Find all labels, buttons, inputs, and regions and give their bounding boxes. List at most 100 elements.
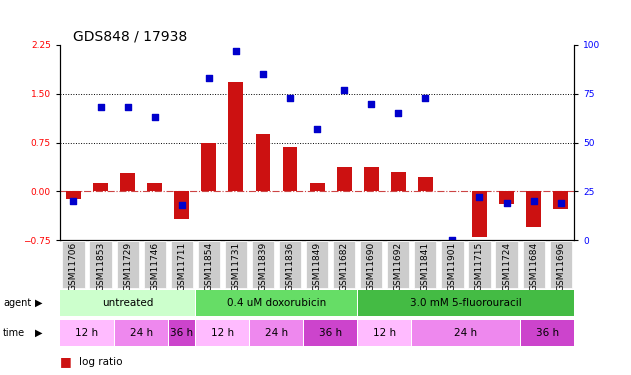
Bar	[283, 147, 297, 191]
Text: GSM11746: GSM11746	[150, 242, 159, 291]
Bar	[337, 166, 351, 191]
Bar	[310, 183, 324, 191]
Text: GSM11839: GSM11839	[259, 242, 268, 291]
Bar	[472, 191, 487, 237]
FancyBboxPatch shape	[115, 320, 168, 346]
FancyBboxPatch shape	[468, 241, 490, 288]
Bar	[93, 183, 108, 191]
FancyBboxPatch shape	[550, 241, 572, 288]
FancyBboxPatch shape	[144, 241, 166, 288]
Text: GSM11690: GSM11690	[367, 242, 375, 291]
FancyBboxPatch shape	[495, 241, 517, 288]
Text: GSM11841: GSM11841	[421, 242, 430, 291]
Text: GSM11854: GSM11854	[204, 242, 213, 291]
Point	[556, 200, 566, 206]
FancyBboxPatch shape	[117, 241, 139, 288]
FancyBboxPatch shape	[412, 320, 519, 346]
Text: GDS848 / 17938: GDS848 / 17938	[73, 29, 187, 43]
Text: agent: agent	[3, 298, 32, 308]
Text: GSM11692: GSM11692	[394, 242, 403, 291]
Text: GSM11715: GSM11715	[475, 242, 484, 291]
Bar	[147, 183, 162, 191]
Bar	[526, 191, 541, 227]
Bar	[499, 191, 514, 204]
FancyBboxPatch shape	[360, 241, 382, 288]
Text: 24 h: 24 h	[454, 328, 478, 338]
Text: 12 h: 12 h	[373, 328, 396, 338]
Text: 3.0 mM 5-fluorouracil: 3.0 mM 5-fluorouracil	[410, 298, 522, 308]
Text: 0.4 uM doxorubicin: 0.4 uM doxorubicin	[227, 298, 326, 308]
Text: 24 h: 24 h	[129, 328, 153, 338]
Text: ▶: ▶	[35, 328, 42, 338]
FancyBboxPatch shape	[306, 241, 328, 288]
FancyBboxPatch shape	[90, 241, 112, 288]
Bar	[228, 82, 244, 191]
Point	[258, 71, 268, 77]
Point	[285, 94, 295, 100]
FancyBboxPatch shape	[61, 320, 114, 346]
Text: GSM11853: GSM11853	[96, 242, 105, 291]
Text: GSM11849: GSM11849	[312, 242, 322, 291]
Point	[339, 87, 349, 93]
FancyBboxPatch shape	[333, 241, 355, 288]
Text: 24 h: 24 h	[265, 328, 288, 338]
Text: GSM11706: GSM11706	[69, 242, 78, 291]
Bar	[553, 191, 568, 210]
FancyBboxPatch shape	[358, 320, 411, 346]
Text: GSM11684: GSM11684	[529, 242, 538, 291]
Text: log ratio: log ratio	[79, 357, 122, 367]
Bar	[201, 142, 216, 191]
Point	[366, 100, 376, 106]
Point	[529, 198, 539, 204]
FancyBboxPatch shape	[196, 290, 357, 316]
FancyBboxPatch shape	[521, 320, 574, 346]
Point	[150, 114, 160, 120]
Text: untreated: untreated	[102, 298, 153, 308]
Text: GSM11836: GSM11836	[285, 242, 295, 291]
FancyBboxPatch shape	[304, 320, 357, 346]
FancyBboxPatch shape	[168, 320, 195, 346]
Point	[475, 194, 485, 200]
Bar	[363, 166, 379, 191]
Text: ■: ■	[60, 356, 72, 368]
FancyBboxPatch shape	[61, 290, 195, 316]
Text: GSM11724: GSM11724	[502, 242, 511, 291]
FancyBboxPatch shape	[522, 241, 545, 288]
Bar	[391, 172, 406, 191]
Point	[204, 75, 214, 81]
Bar	[418, 177, 433, 191]
Point	[393, 110, 403, 116]
Point	[420, 94, 430, 100]
Point	[68, 198, 78, 204]
FancyBboxPatch shape	[196, 320, 249, 346]
Text: 12 h: 12 h	[211, 328, 234, 338]
FancyBboxPatch shape	[358, 290, 574, 316]
Text: 36 h: 36 h	[170, 328, 193, 338]
Text: GSM11682: GSM11682	[339, 242, 349, 291]
FancyBboxPatch shape	[279, 241, 301, 288]
Text: GSM11696: GSM11696	[556, 242, 565, 291]
FancyBboxPatch shape	[387, 241, 410, 288]
Point	[447, 237, 457, 243]
Bar	[256, 134, 271, 191]
Text: ▶: ▶	[35, 298, 42, 308]
Text: GSM11729: GSM11729	[123, 242, 132, 291]
Point	[312, 126, 322, 132]
FancyBboxPatch shape	[252, 241, 274, 288]
FancyBboxPatch shape	[62, 241, 85, 288]
Bar	[174, 191, 189, 219]
FancyBboxPatch shape	[250, 320, 303, 346]
Point	[231, 48, 241, 54]
Text: GSM11901: GSM11901	[448, 242, 457, 291]
FancyBboxPatch shape	[170, 241, 193, 288]
Text: 36 h: 36 h	[319, 328, 342, 338]
FancyBboxPatch shape	[441, 241, 464, 288]
Point	[122, 104, 133, 110]
Bar	[66, 191, 81, 199]
Point	[177, 202, 187, 208]
Text: GSM11731: GSM11731	[232, 242, 240, 291]
Point	[95, 104, 105, 110]
Bar	[120, 173, 135, 191]
Text: time: time	[3, 328, 25, 338]
FancyBboxPatch shape	[225, 241, 247, 288]
